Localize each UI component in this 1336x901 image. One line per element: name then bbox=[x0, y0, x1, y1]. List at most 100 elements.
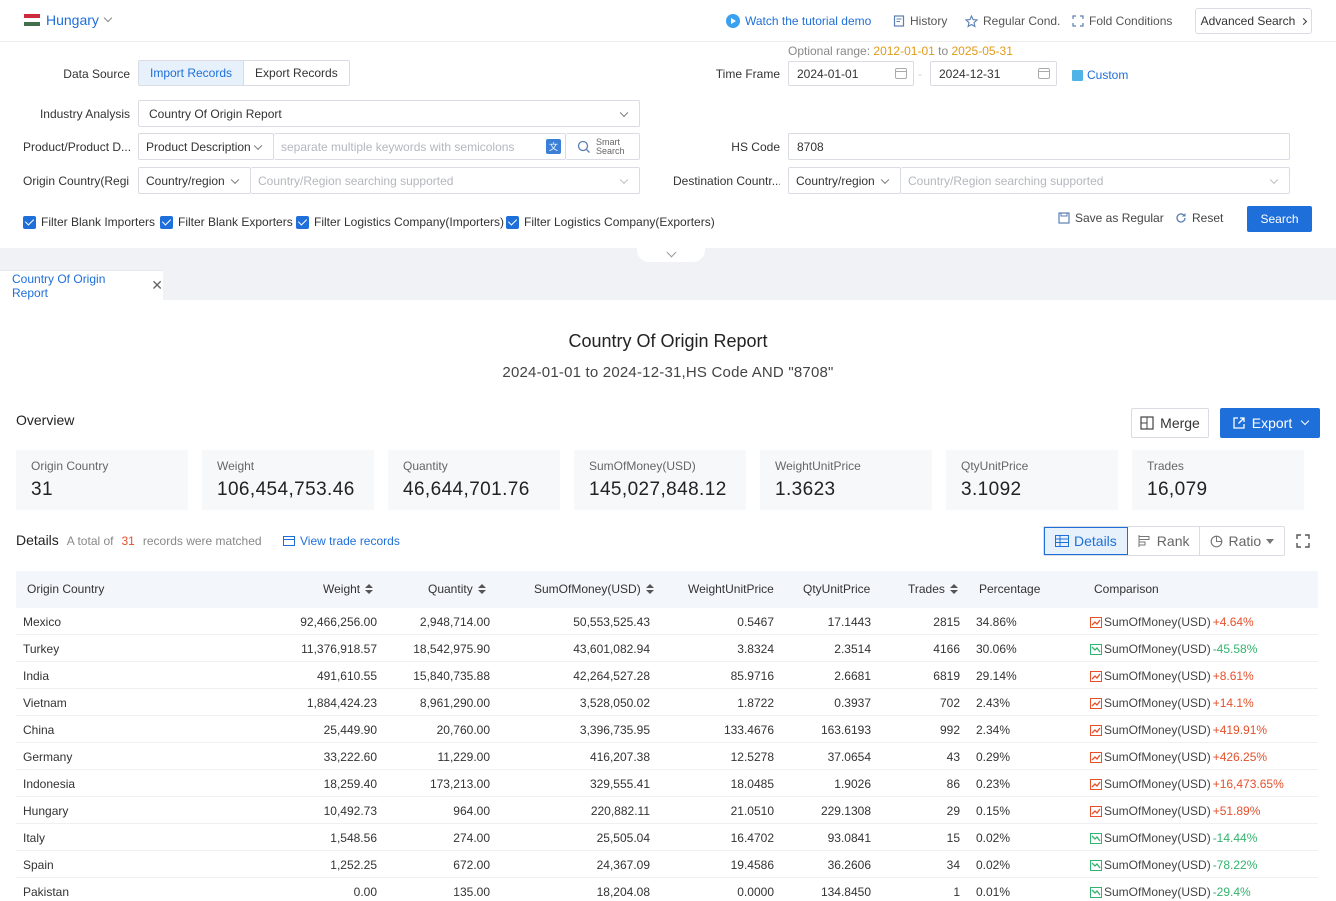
cell-wup: 0.0000 bbox=[737, 885, 774, 899]
stat-weight-unit-price: WeightUnitPrice 1.3623 bbox=[760, 450, 932, 510]
col-qty-unit-price: QtyUnitPrice bbox=[803, 582, 870, 596]
fullscreen-icon[interactable] bbox=[1296, 534, 1310, 548]
table-row[interactable]: Spain 1,252.25 672.00 24,367.09 19.4586 36.26… bbox=[16, 851, 1318, 878]
smart-search-button[interactable]: Smart Search bbox=[566, 133, 640, 160]
checkbox-checked-icon bbox=[160, 215, 173, 229]
table-row[interactable]: Italy 1,548.56 274.00 25,505.04 16.4702 93.08… bbox=[16, 824, 1318, 851]
cell-qty: 15,840,735.88 bbox=[413, 669, 490, 683]
trend-up-icon bbox=[1090, 751, 1102, 763]
tab-rank[interactable]: Rank bbox=[1128, 527, 1201, 555]
cell-trades: 6819 bbox=[933, 669, 960, 683]
table-row[interactable]: Pakistan 0.00 135.00 18,204.08 0.0000 134.845… bbox=[16, 878, 1318, 901]
tutorial-link[interactable]: Watch the tutorial demo bbox=[726, 14, 871, 28]
import-records-option[interactable]: Import Records bbox=[139, 61, 245, 85]
search-button[interactable]: Search bbox=[1247, 206, 1312, 232]
table-row[interactable]: Turkey 11,376,918.57 18,542,975.90 43,601,0… bbox=[16, 635, 1318, 662]
cell-pct: 0.29% bbox=[976, 750, 1011, 764]
tab-details[interactable]: Details bbox=[1044, 527, 1128, 555]
search-panel: Optional range: 2012-01-01 to 2025-05-31… bbox=[0, 42, 1336, 248]
sort-icon bbox=[477, 584, 486, 594]
caret-down-icon bbox=[1266, 538, 1275, 544]
fold-icon bbox=[1072, 15, 1084, 27]
close-icon[interactable]: ✕ bbox=[151, 277, 163, 293]
destination-country-input[interactable]: Country/Region searching supported bbox=[901, 167, 1290, 194]
history-link[interactable]: History bbox=[893, 14, 947, 28]
sort-icon bbox=[949, 584, 958, 594]
cell-wup: 1.8722 bbox=[737, 696, 774, 710]
cell-qup: 0.3937 bbox=[834, 696, 871, 710]
cell-money: 24,367.09 bbox=[596, 858, 650, 872]
filter-logistics-importers-checkbox[interactable]: Filter Logistics Company(Importers) bbox=[296, 215, 504, 229]
table-row[interactable]: Mexico 92,466,256.00 2,948,714.00 50,553,52… bbox=[16, 608, 1318, 635]
date-to-input[interactable]: 2024-12-31 bbox=[930, 61, 1057, 86]
cell-pct: 2.43% bbox=[976, 696, 1011, 710]
cell-qty: 672.00 bbox=[453, 858, 490, 872]
cell-qup: 93.0841 bbox=[827, 831, 871, 845]
cell-weight: 1,548.56 bbox=[330, 831, 377, 845]
trend-up-icon bbox=[1090, 778, 1102, 790]
product-keyword-input[interactable]: separate multiple keywords with semicolo… bbox=[274, 133, 566, 160]
origin-country-input[interactable]: Country/Region searching supported bbox=[251, 167, 640, 194]
filter-logistics-exporters-checkbox[interactable]: Filter Logistics Company(Exporters) bbox=[506, 215, 715, 229]
industry-label: Industry Analysis bbox=[39, 107, 130, 121]
export-records-option[interactable]: Export Records bbox=[255, 66, 338, 80]
filter-blank-exporters-checkbox[interactable]: Filter Blank Exporters bbox=[160, 215, 293, 229]
table-row[interactable]: China 25,449.90 20,760.00 3,396,735.95 133.4… bbox=[16, 716, 1318, 743]
cell-weight: 11,376,918.57 bbox=[301, 642, 377, 656]
col-sum-of-money[interactable]: SumOfMoney(USD) bbox=[534, 582, 654, 596]
play-icon bbox=[726, 14, 740, 28]
merge-button[interactable]: Merge bbox=[1131, 408, 1209, 438]
stat-value: 106,454,753.46 bbox=[217, 479, 355, 500]
date-from-input[interactable]: 2024-01-01 bbox=[788, 61, 914, 86]
translate-icon[interactable]: 文 bbox=[546, 139, 561, 154]
cell-qup: 229.1308 bbox=[820, 804, 871, 818]
col-trades[interactable]: Trades bbox=[908, 582, 958, 596]
data-source-toggle: Import Records Export Records bbox=[138, 60, 350, 86]
fold-conditions-link[interactable]: Fold Conditions bbox=[1072, 14, 1172, 28]
origin-type-select[interactable]: Country/region bbox=[138, 167, 251, 194]
save-regular-button[interactable]: Save as Regular bbox=[1058, 211, 1164, 225]
tab-country-of-origin-report[interactable]: Country Of Origin Report ✕ bbox=[0, 270, 163, 300]
chevron-down-icon bbox=[1269, 175, 1279, 184]
table-row[interactable]: India 491,610.55 15,840,735.88 42,264,527.2… bbox=[16, 662, 1318, 689]
trend-up-icon bbox=[1090, 697, 1102, 709]
chevron-down-icon bbox=[253, 141, 263, 150]
table-row[interactable]: Germany 33,222.60 11,229.00 416,207.38 12.52… bbox=[16, 743, 1318, 770]
table-row[interactable]: Indonesia 18,259.40 173,213.00 329,555.41 18… bbox=[16, 770, 1318, 797]
regular-cond-link[interactable]: Regular Cond. bbox=[965, 14, 1060, 28]
cell-weight: 18,259.40 bbox=[323, 777, 377, 791]
cell-money: 18,204.08 bbox=[596, 885, 650, 899]
fold-conditions-label: Fold Conditions bbox=[1089, 14, 1173, 28]
destination-type-select[interactable]: Country/region bbox=[788, 167, 901, 194]
country-selector[interactable]: Hungary bbox=[24, 12, 113, 28]
export-icon bbox=[1233, 417, 1245, 429]
hs-code-input[interactable]: 8708 bbox=[788, 133, 1290, 160]
filter-blank-importers-checkbox[interactable]: Filter Blank Importers bbox=[23, 215, 155, 229]
comparison-value: +419.91% bbox=[1212, 723, 1268, 737]
checkbox-checked-icon bbox=[506, 215, 519, 229]
trend-up-icon bbox=[1090, 670, 1102, 682]
product-type-select[interactable]: Product Description bbox=[138, 133, 274, 160]
industry-select[interactable]: Country Of Origin Report bbox=[138, 100, 640, 127]
cell-money: 43,601,082.94 bbox=[573, 642, 650, 656]
col-quantity[interactable]: Quantity bbox=[428, 582, 486, 596]
custom-link[interactable]: Custom bbox=[1072, 68, 1128, 82]
collapse-toggle[interactable] bbox=[637, 248, 705, 262]
cell-money: 416,207.38 bbox=[589, 750, 650, 764]
stat-sum-of-money: SumOfMoney(USD) 145,027,848.12 bbox=[574, 450, 746, 510]
col-weight[interactable]: Weight bbox=[323, 582, 374, 596]
cell-qup: 134.8450 bbox=[820, 885, 871, 899]
export-button[interactable]: Export bbox=[1220, 408, 1320, 438]
export-label: Export bbox=[1251, 415, 1293, 431]
tab-ratio[interactable]: Ratio bbox=[1200, 527, 1284, 555]
reset-button[interactable]: Reset bbox=[1175, 211, 1223, 225]
destination-label: Destination Countr... bbox=[673, 174, 780, 188]
table-row[interactable]: Vietnam 1,884,424.23 8,961,290.00 3,528,050… bbox=[16, 689, 1318, 716]
table-body: Mexico 92,466,256.00 2,948,714.00 50,553,52… bbox=[16, 608, 1318, 901]
view-trade-records-link[interactable]: View trade records bbox=[283, 534, 400, 548]
table-header: Origin Country Weight Quantity SumOfMone… bbox=[16, 571, 1318, 608]
cell-weight: 33,222.60 bbox=[323, 750, 377, 764]
advanced-search-button[interactable]: Advanced Search bbox=[1195, 8, 1312, 34]
tab-label: Country Of Origin Report bbox=[12, 271, 106, 300]
table-row[interactable]: Hungary 10,492.73 964.00 220,882.11 21.0510 2… bbox=[16, 797, 1318, 824]
